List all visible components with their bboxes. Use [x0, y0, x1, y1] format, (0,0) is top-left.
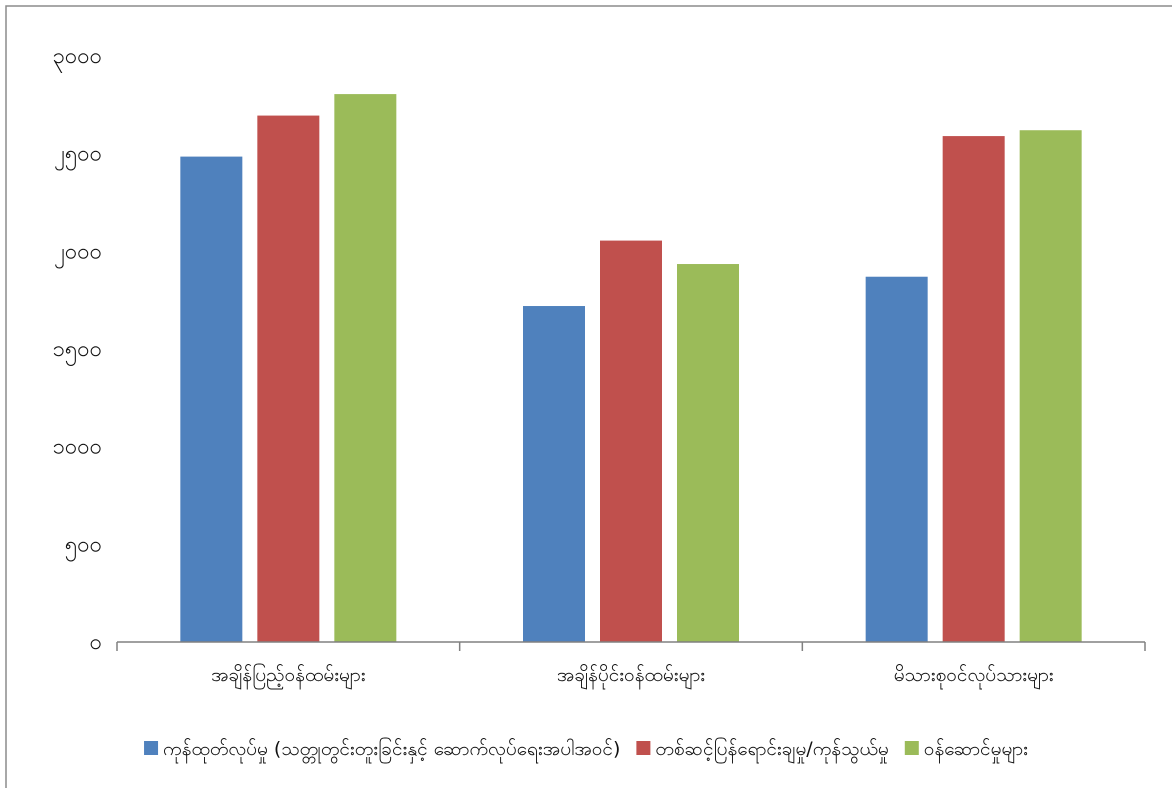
y-tick-label: ၃၀၀၀: [53, 44, 103, 73]
y-tick-label: ၁၀၀၀: [53, 435, 103, 460]
bar: [257, 115, 320, 643]
bar: [865, 276, 928, 642]
y-axis-ticks: ၀ ၅၀၀ ၁၀၀၀ ၁၅၀၀ ၂၀၀၀ ၂၅၀၀ ၃၀၀၀: [53, 44, 103, 655]
bar: [677, 264, 739, 642]
legend-label: တစ်ဆင့်ပြန်ရောင်းချမှု/ကုန်သွယ်မှု: [655, 736, 888, 764]
legend-swatch: [636, 741, 651, 755]
legend-label: ကုန်ထုတ်လုပ်မှု (သတ္တုတွင်းတူးခြင်းနှင့်…: [163, 736, 620, 764]
y-tick-label: ၀: [90, 630, 102, 655]
legend-swatch: [904, 741, 919, 755]
x-axis-ticks: အချိန်ပြည့်ဝန်ထမ်းများ အချိန်ပိုင်းဝန်ထမ်…: [116, 642, 1146, 690]
x-tick-label: အချိန်ပိုင်းဝန်ထမ်းများ: [557, 663, 705, 690]
bar: [180, 156, 243, 642]
bars: [180, 94, 1082, 643]
legend-label: ဝန်ဆောင်မှုများ: [924, 737, 1028, 764]
y-tick-label: ၁၅၀၀: [53, 337, 103, 366]
legend: ကုန်ထုတ်လုပ်မှု (သတ္တုတွင်းတူးခြင်းနှင့်…: [144, 736, 1028, 764]
bar: [942, 136, 1005, 642]
bar: [523, 306, 585, 642]
x-tick-label: မိသားစုဝင်လုပ်သားများ: [894, 663, 1054, 690]
bar: [334, 94, 397, 643]
y-tick-label: ၂၀၀၀: [54, 239, 102, 268]
legend-swatch: [144, 741, 159, 755]
y-tick-label: ၂၅၀၀: [54, 142, 102, 171]
x-tick-label: အချိန်ပြည့်ဝန်ထမ်းများ: [211, 662, 365, 690]
bar: [1019, 130, 1082, 642]
bar: [600, 240, 662, 642]
y-tick-label: ၅၀၀: [65, 532, 102, 561]
